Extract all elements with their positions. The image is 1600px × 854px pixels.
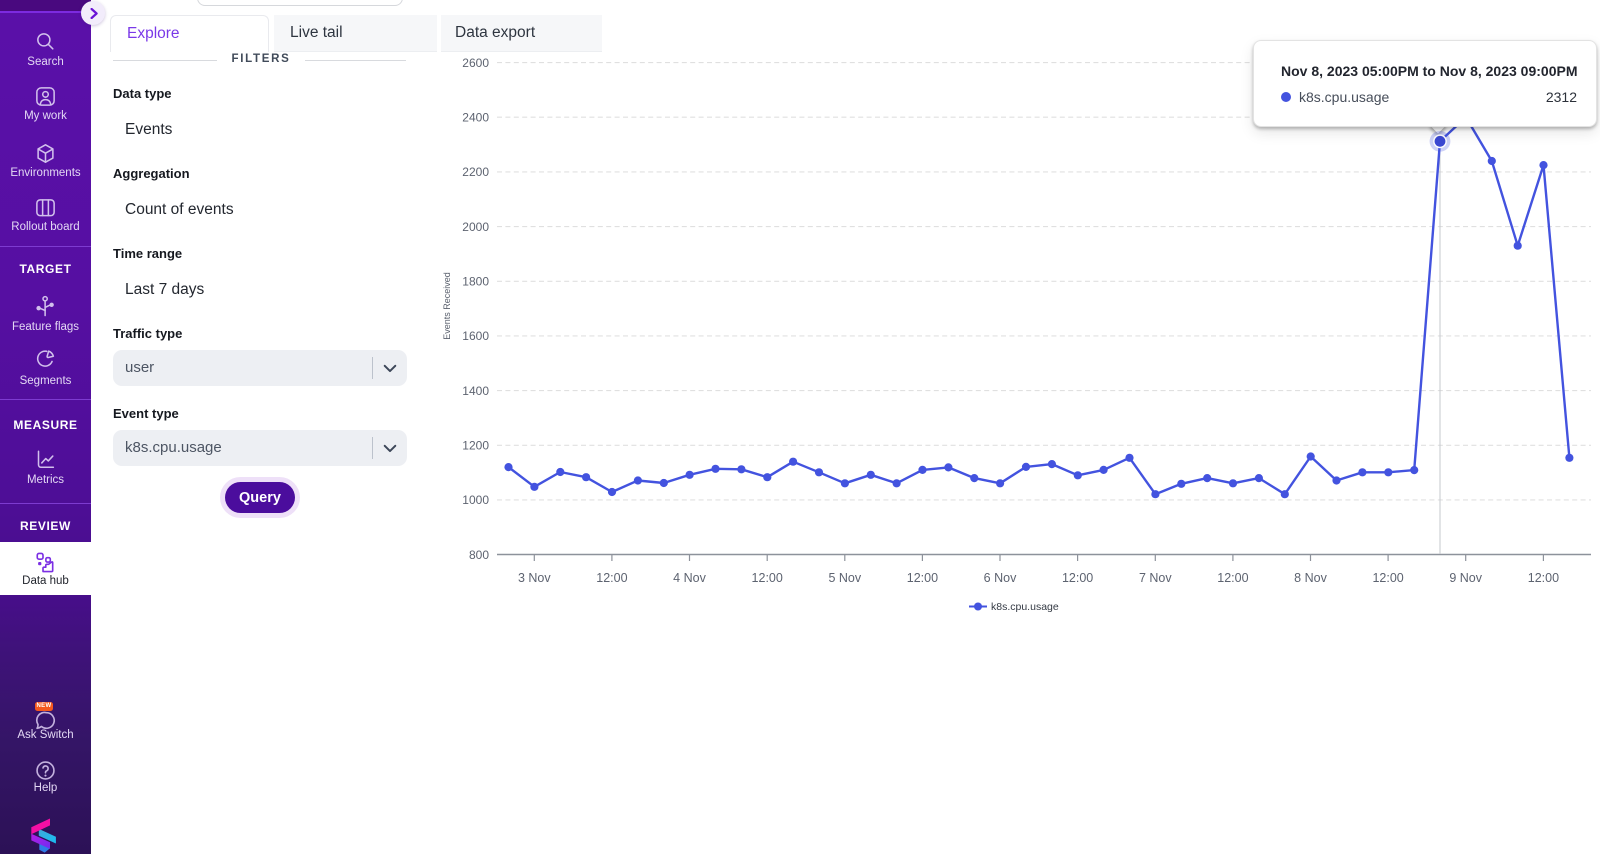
svg-text:1600: 1600 <box>462 329 489 343</box>
svg-text:9 Nov: 9 Nov <box>1449 571 1482 585</box>
svg-text:4 Nov: 4 Nov <box>673 571 706 585</box>
svg-text:800: 800 <box>469 548 489 562</box>
svg-text:12:00: 12:00 <box>1372 571 1403 585</box>
svg-text:12:00: 12:00 <box>1062 571 1093 585</box>
svg-text:12:00: 12:00 <box>1528 571 1559 585</box>
svg-text:6 Nov: 6 Nov <box>984 571 1017 585</box>
svg-text:7 Nov: 7 Nov <box>1139 571 1172 585</box>
svg-text:2000: 2000 <box>462 220 489 234</box>
svg-text:1800: 1800 <box>462 275 489 289</box>
svg-text:12:00: 12:00 <box>596 571 627 585</box>
svg-text:2600: 2600 <box>462 56 489 70</box>
svg-text:5 Nov: 5 Nov <box>828 571 861 585</box>
svg-text:12:00: 12:00 <box>907 571 938 585</box>
svg-text:2200: 2200 <box>462 165 489 179</box>
svg-text:12:00: 12:00 <box>1217 571 1248 585</box>
svg-text:k8s.cpu.usage: k8s.cpu.usage <box>991 601 1059 613</box>
svg-text:1200: 1200 <box>462 439 489 453</box>
svg-text:1400: 1400 <box>462 384 489 398</box>
svg-text:8 Nov: 8 Nov <box>1294 571 1327 585</box>
svg-text:2400: 2400 <box>462 110 489 124</box>
svg-text:1000: 1000 <box>462 493 489 507</box>
svg-text:12:00: 12:00 <box>752 571 783 585</box>
svg-text:3 Nov: 3 Nov <box>518 571 551 585</box>
